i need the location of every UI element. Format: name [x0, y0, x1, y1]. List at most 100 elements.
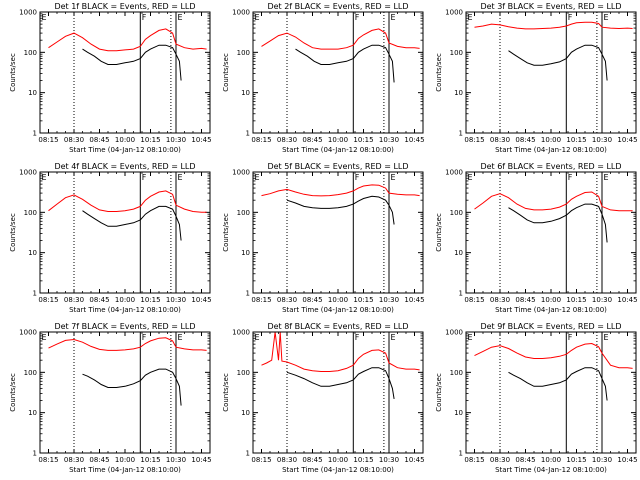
- lld-series-line: [48, 337, 207, 351]
- interval-marker-label: E: [468, 333, 473, 342]
- x-axis-label: Start Time (04-Jan-12 08:10:00): [69, 466, 181, 474]
- x-tick-label: 10:30: [379, 136, 399, 144]
- y-tick-label: 100: [24, 209, 37, 217]
- x-axis-label: Start Time (04-Jan-12 08:10:00): [282, 306, 394, 314]
- plot-frame: [252, 171, 424, 294]
- x-tick-label: 08:15: [38, 456, 58, 464]
- x-tick-label: 10:00: [328, 456, 348, 464]
- x-tick-label: 08:15: [251, 456, 271, 464]
- interval-marker-label: E: [604, 13, 609, 22]
- y-tick-label: 1: [33, 290, 37, 298]
- y-axis-label: Counts/sec: [435, 213, 443, 252]
- plot-frame: [39, 331, 211, 454]
- interval-marker-label: F: [142, 333, 147, 342]
- events-series-line: [508, 44, 608, 81]
- plot-frame: [465, 331, 637, 454]
- lld-series-line: [48, 28, 207, 52]
- y-tick-label: 100: [24, 49, 37, 57]
- interval-marker-label: E: [255, 13, 260, 22]
- chart-title: Det 4f BLACK = Events, RED = LLD: [54, 162, 195, 171]
- y-tick-label: 1000: [445, 9, 463, 17]
- plot-frame: [39, 171, 211, 294]
- x-tick-label: 10:15: [353, 136, 373, 144]
- x-tick-label: 08:30: [277, 456, 297, 464]
- events-series-line: [82, 368, 182, 406]
- interval-marker-label: F: [142, 13, 147, 22]
- y-tick-label: 1000: [19, 9, 37, 17]
- lld-series-line: [261, 28, 420, 50]
- x-tick-label: 10:30: [379, 296, 399, 304]
- x-tick-label: 10:15: [566, 456, 586, 464]
- y-axis-label: Counts/sec: [222, 373, 230, 412]
- chart-panel-7: Det 7f BLACK = Events, RED = LLD Counts/s…: [9, 322, 212, 474]
- y-tick-label: 1: [459, 290, 463, 298]
- chart-panel-9: Det 9f BLACK = Events, RED = LLD Counts/s…: [435, 322, 638, 474]
- chart-panel-2: Det 2f BLACK = Events, RED = LLD Counts/s…: [222, 2, 425, 154]
- y-tick-label: 1000: [232, 9, 250, 17]
- interval-marker-label: E: [604, 333, 609, 342]
- interval-marker-label: E: [391, 333, 396, 342]
- chart-panel-5: Det 5f BLACK = Events, RED = LLD Counts/s…: [222, 162, 425, 314]
- x-tick-label: 10:30: [592, 296, 612, 304]
- chart-title: Det 3f BLACK = Events, RED = LLD: [480, 2, 621, 11]
- events-series-line: [286, 367, 395, 399]
- plot-frame: [252, 331, 424, 454]
- y-tick-label: 10: [28, 409, 37, 417]
- plot-frame: [252, 11, 424, 134]
- x-tick-label: 08:15: [38, 136, 58, 144]
- y-tick-label: 1: [33, 130, 37, 138]
- x-tick-label: 08:15: [251, 296, 271, 304]
- x-tick-label: 10:15: [140, 296, 160, 304]
- x-tick-label: 10:30: [166, 296, 186, 304]
- y-tick-label: 10: [28, 89, 37, 97]
- x-tick-label: 08:30: [64, 456, 84, 464]
- events-series-line: [508, 203, 608, 243]
- interval-marker-label: E: [42, 13, 47, 22]
- interval-marker-label: E: [391, 173, 396, 182]
- y-tick-label: 100: [450, 369, 463, 377]
- interval-marker-label: E: [604, 173, 609, 182]
- y-tick-label: 100: [237, 369, 250, 377]
- x-axis-label: Start Time (04-Jan-12 08:10:00): [495, 306, 607, 314]
- interval-marker-label: E: [468, 173, 473, 182]
- x-tick-label: 10:00: [541, 136, 561, 144]
- x-tick-label: 10:45: [404, 456, 424, 464]
- x-axis-label: Start Time (04-Jan-12 08:10:00): [69, 306, 181, 314]
- interval-marker-label: E: [391, 13, 396, 22]
- y-tick-label: 10: [241, 89, 250, 97]
- x-tick-label: 08:15: [251, 136, 271, 144]
- x-tick-label: 08:45: [302, 296, 322, 304]
- y-tick-label: 100: [237, 49, 250, 57]
- x-tick-label: 10:45: [617, 296, 637, 304]
- x-tick-label: 08:45: [515, 456, 535, 464]
- x-tick-label: 08:15: [464, 136, 484, 144]
- interval-marker-label: F: [355, 13, 360, 22]
- lld-series-line: [261, 331, 420, 372]
- y-axis-label: Counts/sec: [222, 53, 230, 92]
- plot-frame: [465, 171, 637, 294]
- chart-title: Det 5f BLACK = Events, RED = LLD: [267, 162, 408, 171]
- x-tick-label: 10:45: [617, 456, 637, 464]
- y-tick-label: 10: [28, 249, 37, 257]
- chart-title: Det 1f BLACK = Events, RED = LLD: [54, 2, 195, 11]
- chart-title: Det 6f BLACK = Events, RED = LLD: [480, 162, 621, 171]
- events-series-line: [286, 195, 395, 225]
- x-axis-label: Start Time (04-Jan-12 08:10:00): [495, 466, 607, 474]
- x-tick-label: 10:00: [328, 136, 348, 144]
- interval-marker-label: E: [178, 13, 183, 22]
- x-tick-label: 10:30: [166, 136, 186, 144]
- y-axis-label: Counts/sec: [222, 213, 230, 252]
- x-tick-label: 10:30: [592, 136, 612, 144]
- y-tick-label: 10: [454, 409, 463, 417]
- interval-marker-label: E: [178, 173, 183, 182]
- lld-series-line: [474, 342, 633, 369]
- interval-marker-label: E: [42, 173, 47, 182]
- x-tick-label: 08:30: [490, 456, 510, 464]
- chart-title: Det 2f BLACK = Events, RED = LLD: [267, 2, 408, 11]
- interval-marker-label: F: [355, 173, 360, 182]
- y-tick-label: 1000: [19, 169, 37, 177]
- x-tick-label: 10:15: [140, 456, 160, 464]
- interval-marker-label: F: [568, 173, 573, 182]
- x-tick-label: 10:15: [353, 296, 373, 304]
